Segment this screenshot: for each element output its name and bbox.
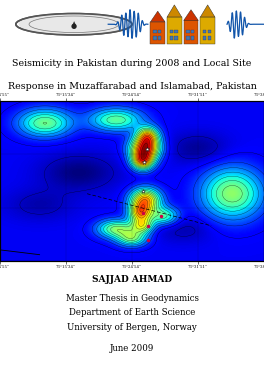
FancyBboxPatch shape xyxy=(174,29,178,33)
FancyBboxPatch shape xyxy=(186,29,190,33)
Text: ●: ● xyxy=(71,23,77,29)
Text: June 2009: June 2009 xyxy=(110,344,154,353)
FancyBboxPatch shape xyxy=(203,29,206,33)
Circle shape xyxy=(18,14,129,34)
FancyBboxPatch shape xyxy=(167,17,182,44)
Text: ▲: ▲ xyxy=(72,21,76,26)
Polygon shape xyxy=(167,5,182,17)
FancyBboxPatch shape xyxy=(170,37,173,40)
FancyBboxPatch shape xyxy=(203,37,206,40)
FancyBboxPatch shape xyxy=(184,21,198,44)
FancyBboxPatch shape xyxy=(153,29,157,33)
FancyBboxPatch shape xyxy=(191,37,194,40)
FancyBboxPatch shape xyxy=(186,37,190,40)
FancyBboxPatch shape xyxy=(153,37,157,40)
FancyBboxPatch shape xyxy=(191,29,194,33)
FancyBboxPatch shape xyxy=(208,37,211,40)
FancyBboxPatch shape xyxy=(174,37,178,40)
FancyBboxPatch shape xyxy=(170,29,173,33)
Text: Master Thesis in Geodynamics: Master Thesis in Geodynamics xyxy=(65,294,199,303)
FancyBboxPatch shape xyxy=(200,17,215,44)
FancyBboxPatch shape xyxy=(158,29,161,33)
Text: University of Bergen, Norway: University of Bergen, Norway xyxy=(67,323,197,332)
Text: SAJJAD AHMAD: SAJJAD AHMAD xyxy=(92,275,172,283)
FancyBboxPatch shape xyxy=(158,37,161,40)
Text: Department of Earth Science: Department of Earth Science xyxy=(69,308,195,317)
FancyBboxPatch shape xyxy=(150,22,165,44)
Text: Response in Muzaffarabad and Islamabad, Pakistan: Response in Muzaffarabad and Islamabad, … xyxy=(8,82,256,91)
Polygon shape xyxy=(200,5,215,17)
FancyBboxPatch shape xyxy=(208,29,211,33)
Text: Seismicity in Pakistan during 2008 and Local Site: Seismicity in Pakistan during 2008 and L… xyxy=(12,59,252,68)
Polygon shape xyxy=(184,10,198,21)
Polygon shape xyxy=(150,11,165,22)
